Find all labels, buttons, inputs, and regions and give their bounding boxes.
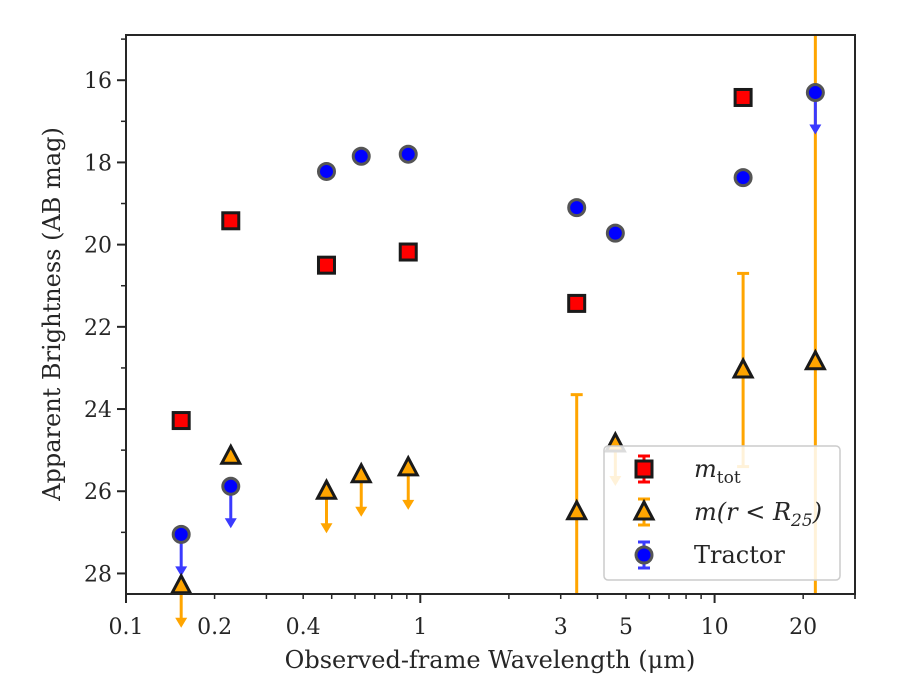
upper-limit-arrowhead bbox=[402, 499, 415, 510]
x-tick-label: 0.1 bbox=[109, 615, 144, 640]
y-tick-label: 22 bbox=[84, 316, 112, 341]
y-axis-label: Apparent Brightness (AB mag) bbox=[38, 127, 66, 502]
data-point-circle bbox=[634, 545, 654, 565]
x-tick-label: 1 bbox=[413, 615, 427, 640]
data-point-triangle bbox=[731, 356, 755, 379]
y-tick-label: 20 bbox=[84, 234, 112, 259]
x-tick-label: 0.4 bbox=[286, 615, 321, 640]
upper-limit-arrowhead bbox=[175, 566, 188, 577]
legend-box bbox=[603, 445, 841, 581]
y-tick-label: 18 bbox=[84, 151, 112, 176]
x-tick-label: 5 bbox=[619, 615, 633, 640]
x-tick-label: 10 bbox=[701, 615, 729, 640]
upper-limit-arrowhead bbox=[320, 523, 333, 534]
data-point-square bbox=[567, 293, 587, 313]
data-point-circle bbox=[605, 223, 625, 243]
data-point-circle bbox=[398, 144, 418, 164]
y-tick-label: 16 bbox=[84, 69, 112, 94]
data-point-square bbox=[398, 242, 418, 262]
legend-label: Tractor bbox=[694, 541, 785, 569]
data-point-square bbox=[733, 87, 753, 107]
x-axis-label: Observed-frame Wavelength (μm) bbox=[285, 646, 696, 674]
upper-limit-arrowhead bbox=[175, 617, 188, 628]
plot-frame bbox=[125, 34, 856, 595]
data-point-circle bbox=[733, 168, 753, 188]
data-point-square bbox=[171, 411, 191, 431]
x-axis: 0.1 0.2 0.4 1 3 5 10 20 bbox=[109, 594, 856, 640]
data-point-triangle bbox=[219, 443, 243, 465]
data-point-triangle bbox=[169, 572, 193, 595]
x-tick-label: 3 bbox=[554, 615, 568, 640]
data-point-square bbox=[221, 211, 241, 231]
x-tick-label: 20 bbox=[789, 615, 817, 640]
y-axis: 16 18 20 22 24 26 28 bbox=[84, 38, 126, 587]
data-markers bbox=[169, 83, 827, 595]
data-point-circle bbox=[351, 146, 371, 166]
upper-limit-arrowhead bbox=[809, 124, 822, 135]
data-point-circle bbox=[221, 476, 241, 496]
data-point-triangle bbox=[314, 478, 338, 500]
upper-limit-arrowhead bbox=[355, 506, 368, 517]
data-point-circle bbox=[171, 524, 191, 544]
legend-label: mtot bbox=[694, 455, 741, 488]
y-tick-label: 28 bbox=[84, 562, 112, 587]
data-point-triangle bbox=[349, 461, 373, 484]
y-tick-label: 24 bbox=[84, 398, 112, 423]
data-point-circle bbox=[805, 83, 825, 103]
data-point-triangle bbox=[803, 348, 827, 371]
data-point-triangle bbox=[565, 498, 589, 521]
upper-limit-arrowhead bbox=[224, 518, 237, 529]
data-point-circle bbox=[316, 161, 336, 181]
data-point-triangle bbox=[632, 498, 656, 521]
legend: mtot m(r < R25) Tractor bbox=[603, 445, 841, 581]
legend-label: m(r < R25) bbox=[694, 498, 822, 531]
data-point-circle bbox=[567, 198, 587, 218]
y-tick-label: 26 bbox=[84, 480, 112, 505]
data-point-square bbox=[316, 255, 336, 275]
data-point-square bbox=[634, 459, 654, 479]
data-point-triangle bbox=[396, 454, 420, 477]
x-tick-label: 0.2 bbox=[197, 615, 232, 640]
